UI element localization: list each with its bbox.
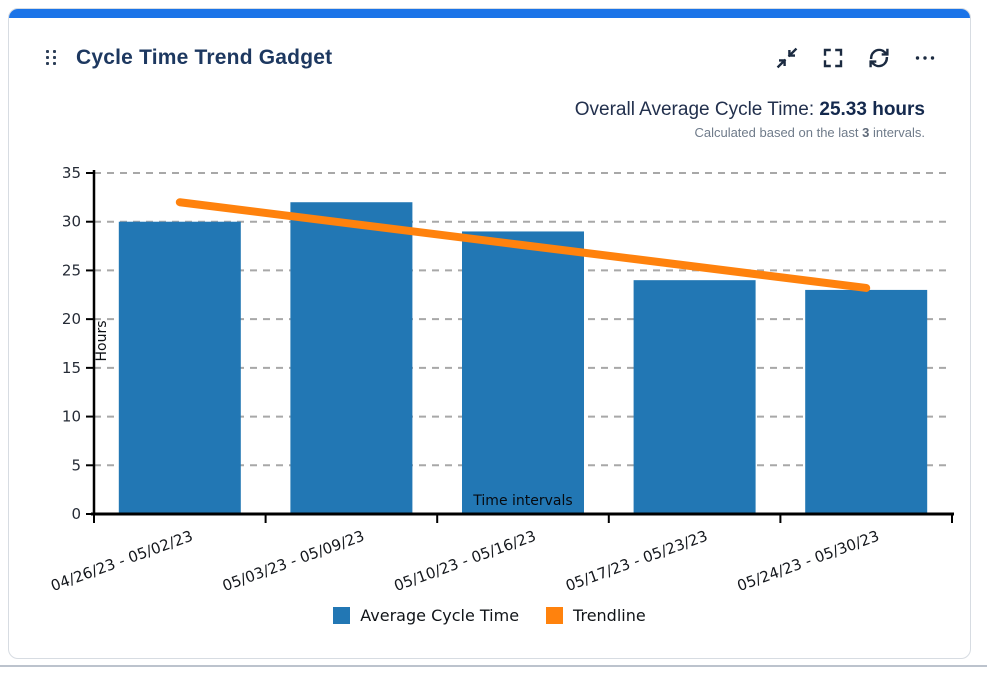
page-divider <box>0 665 987 667</box>
bar-2[interactable] <box>462 231 584 514</box>
x-category-label: 05/24/23 - 05/30/23 <box>735 527 882 595</box>
fullscreen-icon <box>823 48 842 67</box>
overall-average-line: Overall Average Cycle Time: 25.33 hours <box>9 97 925 123</box>
bar-1[interactable] <box>290 202 413 514</box>
legend-item-average-cycle-time[interactable]: Average Cycle Time <box>333 606 519 625</box>
summary: Overall Average Cycle Time: 25.33 hours … <box>9 97 970 141</box>
x-category-label: 04/26/23 - 05/02/23 <box>48 527 195 595</box>
y-tick-label: 10 <box>62 408 81 426</box>
overall-average-value: 25.33 hours <box>819 99 925 120</box>
y-axis-title: Hours <box>94 320 110 361</box>
legend-label-trendline: Trendline <box>573 606 646 625</box>
summary-note-prefix: Calculated based on the last <box>694 124 863 140</box>
overall-average-label: Overall Average Cycle Time: <box>574 99 820 120</box>
bar-3[interactable] <box>633 280 756 514</box>
refresh-button[interactable] <box>865 44 892 71</box>
x-category-label: 05/03/23 - 05/09/23 <box>220 527 367 595</box>
cycle-time-chart: 0 5 10 15 20 25 30 35 04/26/23 - 05/02/23 05/03/2… <box>48 164 954 595</box>
summary-note: Calculated based on the last 3 intervals… <box>9 124 925 142</box>
summary-note-suffix: intervals. <box>869 124 925 140</box>
x-category-label: 05/17/23 - 05/23/23 <box>563 527 710 595</box>
y-tick-label: 20 <box>62 310 81 328</box>
refresh-icon <box>868 48 889 67</box>
y-tick-label: 15 <box>62 359 81 377</box>
y-tick-label: 30 <box>62 213 81 231</box>
ellipsis-icon <box>915 55 934 60</box>
legend-swatch-trendline <box>546 607 564 624</box>
gadget-title: Cycle Time Trend Gadget <box>76 45 333 69</box>
y-tick-label: 35 <box>62 164 81 182</box>
y-tick-label: 5 <box>71 456 81 474</box>
fullscreen-button[interactable] <box>819 44 846 71</box>
bar-4[interactable] <box>805 289 928 514</box>
summary-note-count: 3 <box>862 124 870 140</box>
gadget-header: Cycle Time Trend Gadget <box>9 18 970 71</box>
chart-legend: Average Cycle Time Trendline <box>9 606 970 625</box>
drag-handle-icon[interactable] <box>44 48 58 67</box>
collapse-button[interactable] <box>773 44 800 71</box>
collapse-icon <box>776 47 797 68</box>
more-button[interactable] <box>911 44 938 71</box>
legend-label-average-cycle-time: Average Cycle Time <box>360 606 520 625</box>
y-tick-label: 25 <box>62 261 81 279</box>
y-tick-label: 0 <box>71 505 81 523</box>
x-category-label: 05/10/23 - 05/16/23 <box>392 527 539 595</box>
legend-swatch-average-cycle-time <box>333 607 351 624</box>
legend-item-trendline[interactable]: Trendline <box>546 606 646 625</box>
gadget-card: Cycle Time Trend Gadget <box>8 8 971 659</box>
card-accent-bar <box>9 9 970 18</box>
bar-0[interactable] <box>118 221 241 514</box>
